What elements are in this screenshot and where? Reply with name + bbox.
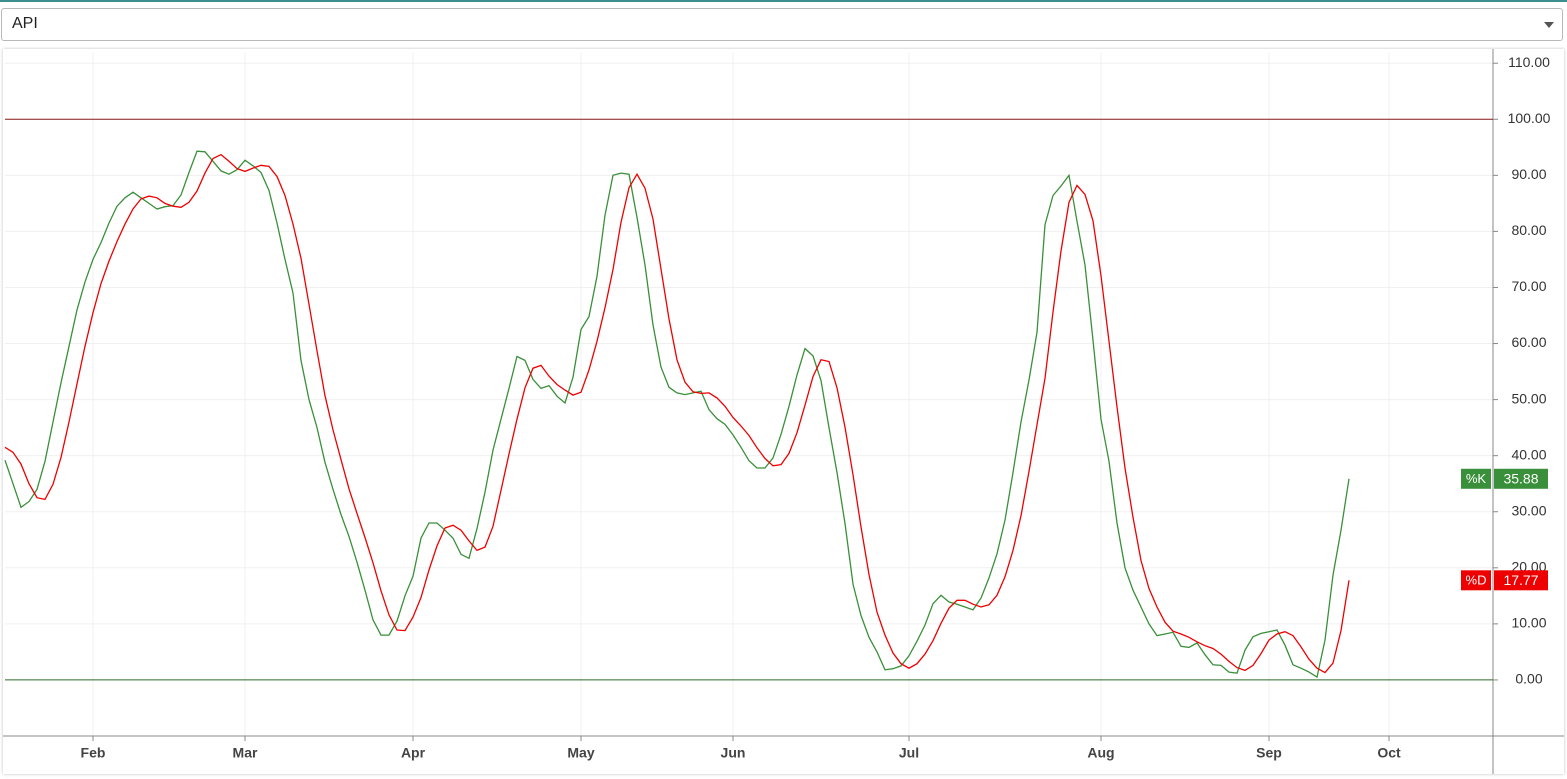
chart-panel: 0.00 10.00 20.00 30.00 40.00 50.00 60.00 70.00 8… [3,49,1564,774]
value-tag-bg [1494,468,1548,489]
series-tag-name: %K [1466,471,1487,486]
y-tick-label: 80.00 [1511,222,1546,238]
value-tag: 35.88 [1503,470,1538,486]
x-tick-label: Apr [401,745,426,761]
y-tick-label: 0.00 [1515,671,1542,687]
x-tick-label: Sep [1256,745,1282,761]
x-tick-label: Jun [721,745,746,761]
x-tick-label: Feb [81,745,106,761]
x-tick-label: Mar [233,745,258,761]
y-tick-label: 50.00 [1511,390,1546,406]
value-tag: 17.77 [1503,572,1538,588]
series-line [4,150,1350,679]
x-tick-label: Aug [1087,745,1114,761]
y-tick-label: 100.00 [1508,110,1551,126]
y-tick-label: 90.00 [1511,166,1546,182]
dropdown-value: API [12,15,38,32]
series-line [4,153,1350,674]
x-tick-label: May [567,745,594,761]
value-tag-bg [1494,570,1548,591]
y-tick-label: 30.00 [1511,502,1546,518]
y-tick-label: 70.00 [1511,278,1546,294]
y-tick-label: 60.00 [1511,334,1546,350]
series-tag-name: %D [1466,573,1487,588]
series-tag-bg [1461,570,1491,591]
y-tick-label: 10.00 [1511,615,1546,631]
y-tick-label: 40.00 [1511,446,1546,462]
y-tick-label: 110.00 [1508,54,1550,70]
chart: 0.0010.0020.0030.0040.0050.0060.0070.008… [3,49,1564,774]
dropdown-arrow [1544,22,1554,28]
top-border [0,0,1567,2]
x-tick-label: Jul [899,745,919,761]
symbol-dropdown[interactable]: API [1,8,1563,41]
x-tick-label: Oct [1377,745,1401,761]
series-tag-bg [1461,468,1491,489]
